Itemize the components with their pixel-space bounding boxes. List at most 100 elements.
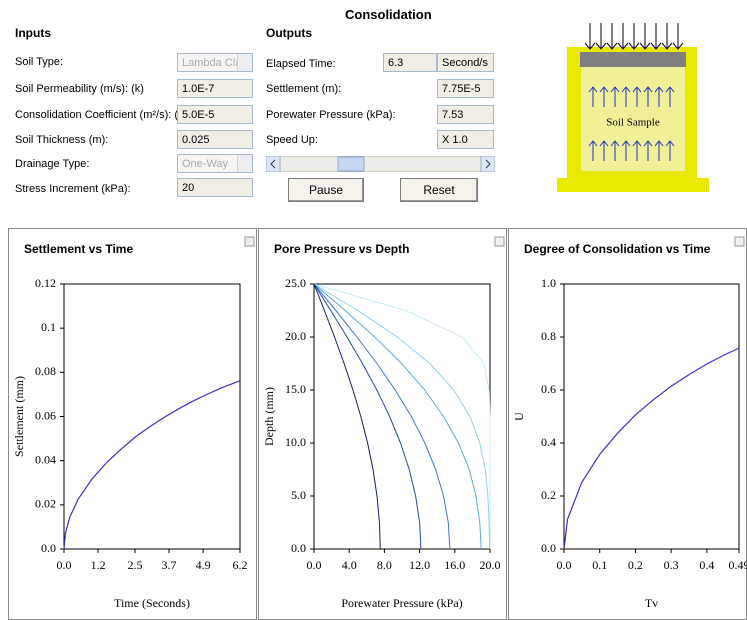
minimize-button[interactable] [734, 236, 745, 247]
y-tick-label: 1.0 [541, 276, 556, 290]
dropdown[interactable]: Lambda Clay [177, 53, 253, 72]
x-tick-label: 0.0 [307, 558, 322, 572]
dropdown-value: One-Way [182, 158, 229, 170]
y-tick-label: 10.0 [285, 435, 306, 449]
output-box: 7.53 [437, 105, 494, 124]
field-label: Soil Thickness (m): [15, 134, 109, 146]
x-tick-label: 4.9 [196, 558, 211, 572]
load-plate [580, 52, 686, 67]
chart-title: Degree of Consolidation vs Time [524, 242, 711, 256]
pause-button[interactable]: Pause [288, 178, 364, 202]
dropdown[interactable]: One-Way [177, 154, 253, 173]
x-tick-label: 8.0 [377, 558, 392, 572]
y-axis-label: U [512, 412, 526, 421]
soil [581, 67, 685, 171]
y-axis-label: Depth (mm) [262, 387, 276, 446]
x-axis-label: Time (Seconds) [114, 596, 190, 610]
speed-scrollbar[interactable] [266, 156, 495, 172]
plot-frame [563, 283, 740, 550]
y-tick-label: 20.0 [285, 329, 306, 343]
y-tick-label: 0.12 [35, 276, 56, 290]
chart-title: Pore Pressure vs Depth [274, 242, 409, 256]
field-label: Drainage Type: [15, 158, 90, 170]
y-tick-label: 0.2 [541, 488, 556, 502]
reset-button[interactable]: Reset [400, 178, 478, 202]
field-label: Stress Increment (kPa): [15, 183, 131, 195]
data-line [63, 380, 241, 550]
chart-panel [508, 228, 747, 620]
x-tick-label: 0.4 [699, 558, 714, 572]
x-tick-label: 1.2 [91, 558, 106, 572]
y-tick-label: 0.8 [541, 329, 556, 343]
scroll-track [266, 156, 495, 172]
minimize-button[interactable] [244, 236, 255, 247]
x-tick-label: 4.0 [342, 558, 357, 572]
x-tick-label: 0.2 [628, 558, 643, 572]
profile-line [313, 283, 491, 549]
load-arrows [584, 23, 684, 50]
field-label: Porewater Pressure (kPa): [266, 109, 396, 121]
base [557, 178, 709, 192]
y-tick-label: 0.0 [291, 541, 306, 555]
x-tick-label: 0.1 [592, 558, 607, 572]
dropdown-value: Lambda Clay [182, 57, 247, 69]
y-tick-label: 0.08 [35, 364, 56, 378]
unit-box: Second/s [437, 53, 494, 72]
minimize-button[interactable] [494, 236, 505, 247]
text-input[interactable]: 5.0E-5 [177, 105, 253, 124]
profile-line [313, 283, 381, 550]
output-box: 7.75E-5 [437, 79, 494, 98]
text-input[interactable]: 20 [177, 178, 253, 197]
flow-arrows [588, 86, 675, 161]
text-input[interactable]: 1.0E-7 [177, 79, 253, 98]
soil-label: Soil Sample [606, 117, 660, 129]
y-tick-label: 0.02 [35, 497, 56, 511]
field-label: Settlement (m): [266, 83, 342, 95]
x-tick-label: 2.5 [127, 558, 142, 572]
x-axis-label: Tv [645, 596, 658, 610]
chart-title: Settlement vs Time [24, 242, 133, 256]
field-label: Soil Permeability (m/s): (k) [15, 83, 144, 95]
x-axis-label: Porewater Pressure (kPa) [341, 596, 462, 610]
x-tick-label: 16.0 [444, 558, 465, 572]
y-tick-label: 0.4 [541, 435, 556, 449]
y-tick-label: 0.0 [541, 541, 556, 555]
x-tick-label: 6.2 [233, 558, 248, 572]
x-tick-label: 12.0 [409, 558, 430, 572]
y-tick-label: 5.0 [291, 488, 306, 502]
x-tick-label: 3.7 [162, 558, 177, 572]
app-title: Consolidation [345, 7, 432, 22]
dropdown-arrow [237, 54, 252, 71]
y-tick-label: 0.04 [35, 452, 56, 466]
y-axis-label: Settlement (mm) [12, 376, 26, 457]
profile-line [313, 283, 451, 550]
field-label: Speed Up: [266, 134, 318, 146]
field-label: Elapsed Time: [266, 58, 336, 70]
y-tick-label: 0.6 [541, 382, 556, 396]
arrow-icon [270, 159, 276, 169]
x-tick-label: 0.0 [57, 558, 72, 572]
x-tick-label: 20.0 [480, 558, 501, 572]
output-box: 6.3 [383, 53, 437, 72]
x-tick-label: 0.0 [557, 558, 572, 572]
profile-line [313, 283, 482, 550]
dropdown-arrow [237, 155, 252, 172]
scroll-thumb[interactable] [337, 156, 365, 172]
scroll-left[interactable] [266, 156, 281, 172]
x-tick-label: 0.3 [664, 558, 679, 572]
output-box: X 1.0 [437, 130, 494, 149]
inputs-heading: Inputs [15, 26, 51, 40]
field-label: Consolidation Coefficient (m²/s): (cv) [15, 109, 193, 121]
y-tick-label: 0.1 [41, 320, 56, 334]
y-tick-label: 0.06 [35, 408, 56, 422]
profile-line [313, 283, 491, 550]
x-tick-label: 0.49 [729, 558, 747, 572]
chart-panel [8, 228, 257, 620]
scroll-right[interactable] [480, 156, 495, 172]
text-input[interactable]: 0.025 [177, 130, 253, 149]
y-tick-label: 15.0 [285, 382, 306, 396]
y-tick-label: 25.0 [285, 276, 306, 290]
arrow-icon [485, 159, 491, 169]
